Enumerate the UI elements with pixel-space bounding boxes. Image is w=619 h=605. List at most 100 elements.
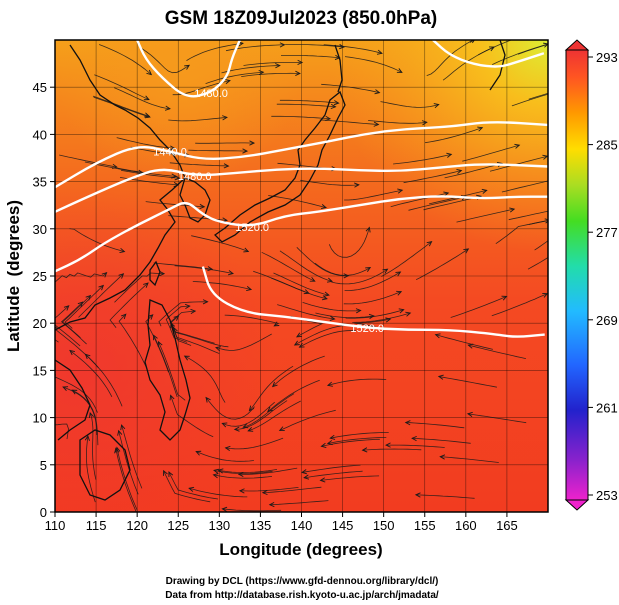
streamline-arrowhead xyxy=(501,295,508,301)
coastline-asia-mainland xyxy=(55,44,186,331)
streamline-arrowhead xyxy=(242,148,249,154)
streamline xyxy=(469,40,476,43)
streamline xyxy=(405,422,465,429)
streamline xyxy=(492,43,548,65)
streamline-arrowhead xyxy=(247,426,254,432)
streamline-arrowhead xyxy=(514,143,521,149)
coastline-philippines xyxy=(144,299,191,441)
colorbar-top-arrow xyxy=(564,39,590,51)
streamline-arrowhead xyxy=(199,203,206,210)
contour-line xyxy=(136,40,241,98)
streamline-arrowhead xyxy=(184,303,191,309)
streamline-arrowhead xyxy=(120,424,126,431)
streamline xyxy=(86,436,96,503)
x-tick-label: 115 xyxy=(86,518,107,533)
streamline-arrowhead xyxy=(223,163,230,169)
streamline xyxy=(285,44,344,48)
streamline-arrowhead xyxy=(278,426,285,432)
streamline xyxy=(249,365,294,411)
streamline-arrowhead xyxy=(98,284,105,291)
streamline xyxy=(238,467,298,475)
credit-line-2: Data from http://database.rish.kyoto-u.a… xyxy=(165,590,439,601)
streamline xyxy=(468,344,526,359)
colorbar-tick-label: 269 xyxy=(596,313,618,328)
streamline-arrowhead xyxy=(543,42,548,48)
streamline xyxy=(261,251,315,282)
streamline xyxy=(158,301,208,327)
streamline-arrowhead xyxy=(143,282,149,288)
streamline-arrowhead xyxy=(249,140,256,146)
streamline-arrowhead xyxy=(212,473,219,479)
streamline xyxy=(279,250,333,282)
streamline-arrowhead xyxy=(144,112,151,118)
coastline-taiwan xyxy=(149,260,161,287)
streamline xyxy=(300,179,359,186)
streamline-arrowhead xyxy=(437,374,444,380)
streamline xyxy=(55,272,107,283)
streamline xyxy=(114,87,170,110)
streamline xyxy=(491,293,548,317)
streamline-arrowhead xyxy=(168,471,174,478)
streamline-arrowhead xyxy=(368,313,375,320)
streamline-arrowhead xyxy=(228,270,234,276)
streamline xyxy=(173,327,229,348)
x-tick-label: 130 xyxy=(208,518,230,533)
streamline-arrowhead xyxy=(169,145,176,151)
streamline-arrowhead xyxy=(77,301,84,307)
streamline xyxy=(501,180,548,193)
streamline-arrowhead xyxy=(396,290,403,296)
streamline xyxy=(314,262,371,276)
contour-line xyxy=(55,163,548,213)
streamline-arrowhead xyxy=(477,126,484,132)
colorbar-tick-label: 293 xyxy=(596,50,618,65)
streamline xyxy=(408,196,467,211)
streamline xyxy=(116,137,175,149)
x-tick-label: 155 xyxy=(414,518,436,533)
streamline xyxy=(241,72,300,77)
streamline-arrowhead xyxy=(382,268,389,274)
streamline-arrowhead xyxy=(570,36,575,40)
streamline xyxy=(534,240,548,251)
streamline-arrowhead xyxy=(173,315,180,321)
streamline xyxy=(59,154,118,168)
y-axis-title: Latitude (degrees) xyxy=(4,200,23,352)
streamline xyxy=(262,486,322,494)
streamline xyxy=(344,56,403,73)
streamline xyxy=(393,153,452,165)
streamline-arrowhead xyxy=(520,19,525,23)
streamline xyxy=(272,355,325,387)
streamline-arrowhead xyxy=(293,340,300,346)
streamline-arrowhead xyxy=(320,442,327,448)
streamline xyxy=(331,268,388,285)
streamline-arrowhead xyxy=(195,450,202,456)
streamline-arrowhead xyxy=(221,506,228,512)
streamline-arrowhead xyxy=(365,226,371,233)
streamline xyxy=(188,149,248,152)
streamline-arrowhead xyxy=(397,188,404,194)
streamline-arrowhead xyxy=(190,308,197,315)
streamline-arrowhead xyxy=(188,486,195,492)
streamline xyxy=(299,330,356,348)
y-tick-label: 40 xyxy=(33,127,47,142)
streamline-arrowhead xyxy=(414,492,421,498)
streamline xyxy=(121,169,180,179)
streamline-arrowhead xyxy=(339,44,345,50)
streamline-arrowhead xyxy=(242,423,249,429)
streamline-arrowhead xyxy=(326,381,333,387)
streamline xyxy=(163,470,211,503)
streamline xyxy=(118,430,139,495)
streamline-arrowhead xyxy=(489,46,496,52)
x-tick-label: 140 xyxy=(291,518,313,533)
streamline-arrowhead xyxy=(49,305,54,310)
streamline-arrowhead xyxy=(224,79,231,85)
streamline xyxy=(273,272,329,296)
colorbar-bottom-arrow xyxy=(564,499,590,511)
streamline-arrowhead xyxy=(205,396,211,403)
streamline-arrowhead xyxy=(303,474,310,480)
streamline-arrowhead xyxy=(237,471,244,477)
streamline xyxy=(170,395,214,438)
streamline-arrowhead xyxy=(248,405,255,412)
streamline-arrowhead xyxy=(421,120,428,126)
streamline-arrowhead xyxy=(184,64,190,70)
streamline xyxy=(426,40,474,76)
